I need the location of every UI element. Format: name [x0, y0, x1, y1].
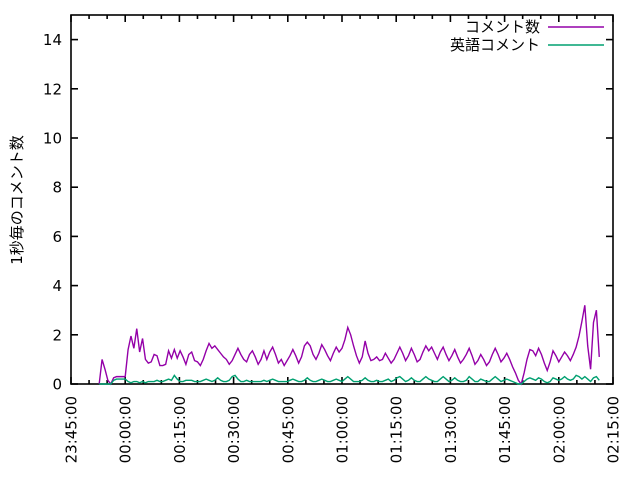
- legend-label: コメント数: [465, 18, 540, 36]
- y-tick-label: 10: [43, 130, 62, 148]
- x-tick-label: 01:30:00: [442, 396, 460, 463]
- y-tick-label: 4: [52, 277, 62, 295]
- y-tick-label: 6: [52, 228, 62, 246]
- plot-frame: [70, 14, 614, 385]
- x-tick-label: 02:00:00: [550, 396, 568, 463]
- x-tick-label: 00:45:00: [279, 396, 297, 463]
- y-axis-title: 1秒毎のコメント数: [8, 135, 26, 265]
- x-tick-label: 01:15:00: [388, 396, 406, 463]
- legend-label: 英語コメント: [450, 36, 540, 54]
- x-axis-tick-labels: 23:45:00 00:00:00 00:15:00 00:30:00 00:45:00…: [63, 396, 623, 463]
- y-axis-tick-labels: 0 2 4 6 8 10 12 14: [43, 31, 62, 393]
- x-tick-label: 02:15:00: [605, 396, 623, 463]
- x-tick-label: 01:00:00: [334, 396, 352, 463]
- x-tick-label: 01:45:00: [496, 396, 514, 463]
- x-tick-label: 00:00:00: [117, 396, 135, 463]
- x-tick-label: 23:45:00: [63, 396, 81, 463]
- series-line-2: [99, 374, 600, 385]
- series-line-1: [98, 305, 600, 386]
- plot-border: [70, 14, 614, 385]
- x-tick-label: 00:30:00: [225, 396, 243, 463]
- x-tick-label: 00:15:00: [171, 396, 189, 463]
- y-tick-label: 12: [43, 80, 62, 98]
- y-tick-label: 8: [52, 179, 62, 197]
- y-tick-label: 2: [52, 326, 62, 344]
- data-series-layer: [98, 305, 600, 386]
- y-tick-label: 0: [52, 376, 62, 394]
- y-tick-label: 14: [43, 31, 62, 49]
